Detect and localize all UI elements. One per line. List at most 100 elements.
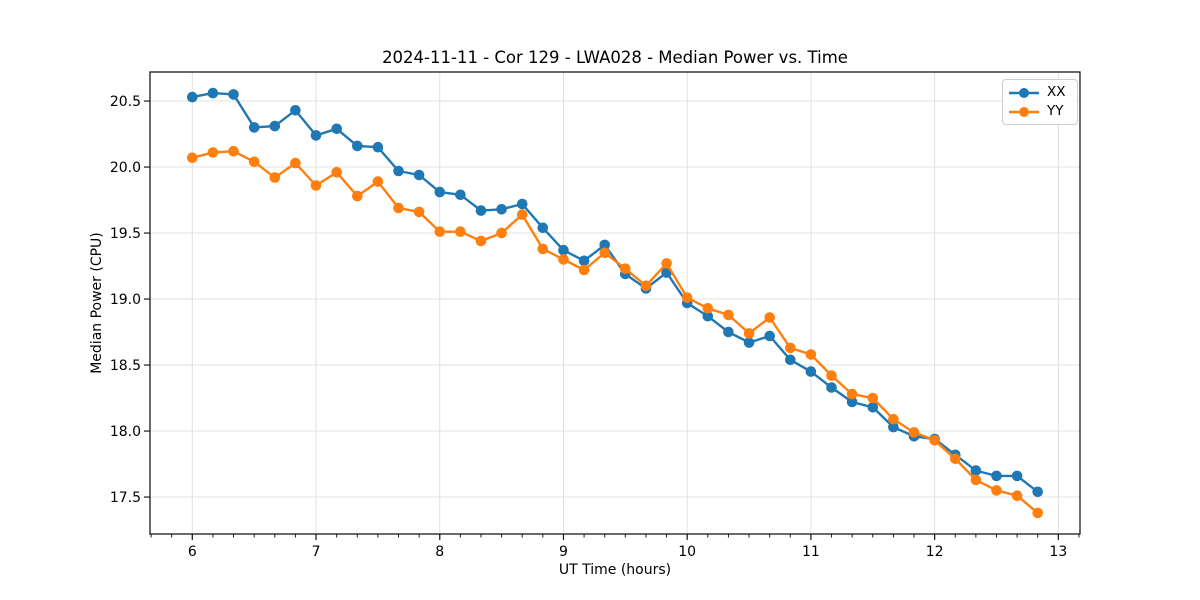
legend-label-xx: XX: [1047, 83, 1066, 100]
series-xx-marker: [764, 330, 775, 342]
series-yy-marker: [908, 427, 920, 438]
series-yy-marker: [1032, 507, 1043, 519]
series-yy-marker: [434, 226, 446, 237]
series-xx-marker: [599, 239, 610, 251]
series-yy-marker: [661, 258, 672, 269]
series-yy-marker: [991, 485, 1002, 496]
series-xx-marker: [516, 198, 528, 210]
series-yy-marker: [681, 292, 693, 304]
y-tick-label: 17.5: [110, 490, 141, 506]
x-tick-label: 7: [312, 544, 321, 560]
series-xx-marker: [537, 222, 549, 234]
series-yy-marker: [537, 243, 549, 255]
series-xx-marker: [743, 337, 755, 348]
series-xx-marker: [970, 465, 982, 476]
series-xx-marker: [846, 396, 858, 408]
series-xx-marker: [290, 105, 301, 116]
x-tick-label: 12: [926, 544, 944, 560]
series-xx-marker: [1011, 470, 1023, 482]
series-yy-marker: [743, 328, 755, 339]
legend-label-yy: YY: [1047, 102, 1064, 119]
series-xx-marker: [248, 122, 260, 133]
series-yy-marker: [187, 152, 198, 164]
legend-entry-yy: YY: [1009, 102, 1071, 119]
series-xx-marker: [826, 382, 837, 393]
series-yy-marker: [805, 349, 817, 360]
series-yy-marker: [826, 370, 837, 381]
series-yy-marker: [248, 156, 260, 168]
series-yy-marker: [269, 172, 281, 183]
series-yy-marker: [723, 309, 734, 321]
series-yy-marker: [516, 209, 528, 220]
series-xx-marker: [207, 87, 219, 99]
series-yy-marker: [352, 190, 363, 202]
series-xx-marker: [372, 141, 384, 153]
series-yy-marker: [599, 247, 610, 259]
chart-title: 2024-11-11 - Cor 129 - LWA028 - Median P…: [382, 48, 848, 67]
series-xx-marker: [723, 326, 734, 338]
series-xx-marker: [496, 204, 507, 215]
series-yy-marker: [228, 145, 239, 157]
series-yy-marker: [970, 474, 982, 486]
series-yy-marker: [702, 303, 714, 314]
series-yy-marker: [207, 147, 219, 158]
series-yy-line: [192, 149, 1039, 514]
series-yy-marker: [475, 235, 487, 247]
series-yy-marker: [620, 263, 631, 275]
x-tick-label: 6: [188, 544, 197, 560]
y-tick-label: 20.5: [110, 94, 141, 110]
series-xx-marker: [558, 244, 569, 256]
series-xx-marker: [578, 255, 590, 267]
legend-sample-yy-icon: [1009, 106, 1039, 117]
y-tick-label: 20.0: [110, 160, 141, 176]
series-xx-marker: [1032, 486, 1043, 498]
y-tick-label: 18.0: [110, 424, 141, 440]
x-axis-label: UT Time (hours): [558, 562, 672, 578]
x-tick-label: 8: [435, 544, 444, 560]
series-xx-marker: [475, 205, 487, 216]
series-xx-marker: [413, 169, 425, 181]
series-xx-marker: [331, 123, 343, 135]
series-yy-marker: [640, 280, 652, 292]
series-yy-marker: [888, 413, 899, 425]
series-xx-marker: [785, 354, 796, 366]
series-yy-marker: [578, 264, 590, 276]
series-yy-marker: [558, 254, 569, 265]
series-xx-marker: [228, 89, 239, 100]
series-xx-marker: [867, 402, 879, 413]
series-xx-marker: [269, 120, 281, 132]
series-yy-marker: [290, 157, 301, 169]
series-yy-marker: [846, 388, 858, 400]
series-yy-marker: [929, 435, 940, 446]
series-yy-marker: [1011, 490, 1023, 502]
series-xx-marker: [187, 91, 198, 103]
series-xx-marker: [991, 470, 1002, 482]
series-xx-marker: [352, 140, 363, 152]
legend-entry-xx: XX: [1009, 83, 1071, 100]
series-yy-marker: [950, 453, 961, 465]
series-yy-marker: [372, 176, 384, 187]
series-xx-marker: [434, 186, 446, 198]
series-xx-marker: [805, 366, 817, 377]
series-xx-marker: [702, 310, 714, 322]
legend: XX YY: [1002, 79, 1078, 125]
x-tick-label: 9: [559, 544, 568, 560]
legend-sample-xx-icon: [1009, 87, 1039, 98]
y-tick-label: 18.5: [110, 358, 141, 374]
y-tick-label: 19.5: [110, 226, 141, 242]
series-yy-marker: [393, 202, 404, 214]
axes-spines: [149, 71, 1081, 535]
series-yy-marker: [455, 226, 466, 237]
series-yy-marker: [310, 180, 322, 191]
series-yy-marker: [867, 392, 879, 404]
x-tick-label: 11: [802, 544, 820, 560]
series-yy-marker: [496, 227, 507, 239]
series-yy-marker: [413, 206, 425, 218]
series-xx-marker: [310, 130, 322, 141]
x-tick-label: 13: [1049, 544, 1067, 560]
series-xx-marker: [393, 165, 404, 177]
y-tick-label: 19.0: [110, 292, 141, 308]
series-yy-marker: [331, 167, 343, 178]
